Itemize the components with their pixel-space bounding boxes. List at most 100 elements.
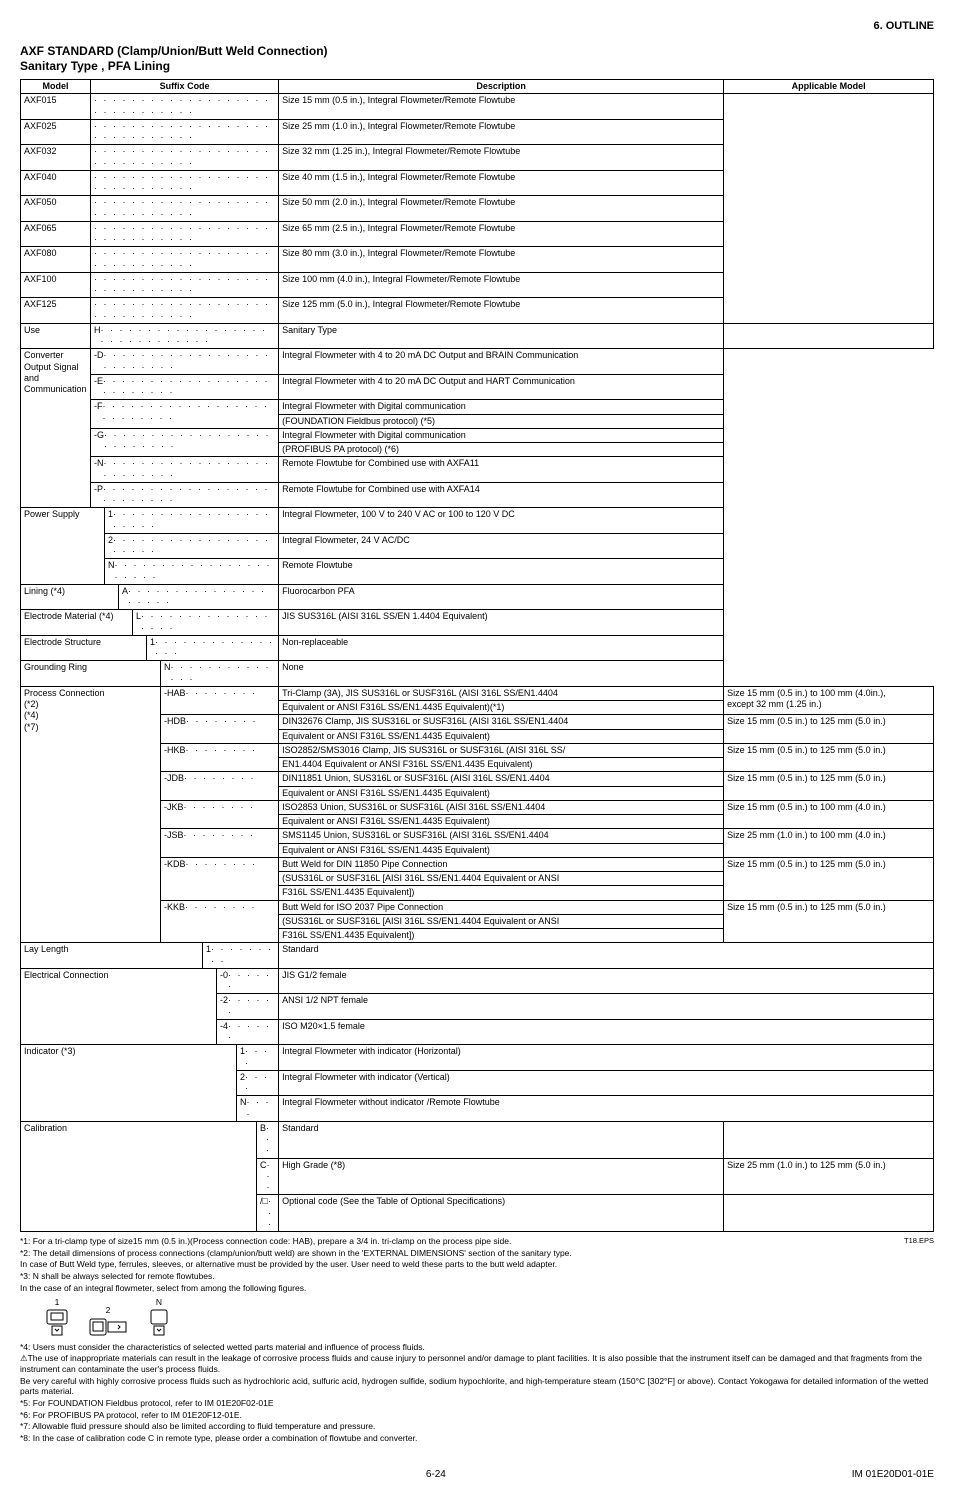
process-desc: DIN11851 Union, SUS316L or SUSF316L (AIS… [279, 772, 724, 786]
elec-conn-label: Electrical Connection [21, 968, 217, 1045]
process-desc: Equivalent or ANSI F316L SS/EN1.4435 Equ… [279, 843, 724, 857]
calibration-app: Size 25 mm (1.0 in.) to 125 mm (5.0 in.) [724, 1158, 934, 1195]
section-header: 6. OUTLINE [20, 20, 934, 32]
model-desc: Size 25 mm (1.0 in.), Integral Flowmeter… [279, 119, 724, 145]
note-2b: In case of Butt Weld type, ferrules, sle… [20, 1259, 934, 1270]
model-code: AXF125 [21, 298, 91, 324]
icon-label-n: N [156, 1297, 162, 1307]
model-desc: Size 65 mm (2.5 in.), Integral Flowmeter… [279, 221, 724, 247]
model-code: AXF025 [21, 119, 91, 145]
converter-desc: Integral Flowmeter with Digital communic… [279, 400, 724, 414]
process-app: Size 15 mm (0.5 in.) to 125 mm (5.0 in.) [724, 715, 934, 744]
indicator-desc: Integral Flowmeter with indicator (Verti… [279, 1070, 934, 1096]
calibration-desc: High Grade (*8) [279, 1158, 724, 1195]
process-desc: ISO2852/SMS3016 Clamp, JIS SUS316L or SU… [279, 743, 724, 757]
model-code: AXF080 [21, 247, 91, 273]
process-label: Process Connection(*2)(*4)(*7) [21, 686, 161, 943]
indicator-icon-2 [88, 1316, 128, 1338]
process-app: Size 15 mm (0.5 in.) to 100 mm (4.0 in.) [724, 800, 934, 829]
calibration-desc: Optional code (See the Table of Optional… [279, 1195, 724, 1232]
note-1: *1: For a tri-clamp type of size15 mm (0… [20, 1236, 934, 1247]
converter-desc: Integral Flowmeter with Digital communic… [279, 428, 724, 442]
process-desc: ISO2853 Union, SUS316L or SUSF316L (AISI… [279, 800, 724, 814]
doc-number: IM 01E20D01-01E [852, 1469, 934, 1480]
process-desc: (SUS316L or SUSF316L [AISI 316L SS/EN1.4… [279, 914, 724, 928]
model-desc: Size 15 mm (0.5 in.), Integral Flowmeter… [279, 94, 724, 120]
note-6: *6: For PROFIBUS PA protocol, refer to I… [20, 1410, 934, 1421]
elec-struct-desc: Non-replaceable [279, 635, 724, 661]
converter-desc: Integral Flowmeter with 4 to 20 mA DC Ou… [279, 349, 724, 375]
note-3: *3: N shall be always selected for remot… [20, 1271, 934, 1282]
model-code: AXF050 [21, 196, 91, 222]
process-app: Size 15 mm (0.5 in.) to 100 mm (4.0in.),… [724, 686, 934, 715]
power-label: Power Supply [21, 508, 105, 585]
process-desc: Equivalent or ANSI F316L SS/EN1.4435 Equ… [279, 786, 724, 800]
note-4b: Be very careful with highly corrosive pr… [20, 1376, 934, 1397]
model-desc: Size 40 mm (1.5 in.), Integral Flowmeter… [279, 170, 724, 196]
note-8: *8: In the case of calibration code C in… [20, 1433, 934, 1444]
indicator-icon-row: 1 2 N [44, 1297, 934, 1338]
process-app: Size 15 mm (0.5 in.) to 125 mm (5.0 in.) [724, 743, 934, 772]
process-desc: SMS1145 Union, SUS316L or SUSF316L (AISI… [279, 829, 724, 843]
footnotes: T18.EPS *1: For a tri-clamp type of size… [20, 1236, 934, 1443]
elec-mat-desc: JIS SUS316L (AISI 316L SS/EN 1.4404 Equi… [279, 610, 724, 636]
model-desc: Size 50 mm (2.0 in.), Integral Flowmeter… [279, 196, 724, 222]
icon-label-1: 1 [55, 1297, 60, 1307]
elec-conn-desc: ANSI 1/2 NPT female [279, 994, 934, 1020]
indicator-label: Indicator (*3) [21, 1045, 237, 1122]
process-desc: Butt Weld for DIN 11850 Pipe Connection [279, 857, 724, 871]
process-app: Size 25 mm (1.0 in.) to 100 mm (4.0 in.) [724, 829, 934, 858]
converter-label: ConverterOutput SignalandCommunication [21, 349, 91, 508]
elec-mat-label: Electrode Material (*4) [21, 610, 133, 636]
model-code: AXF032 [21, 145, 91, 171]
use-desc: Sanitary Type [279, 323, 724, 349]
use-label: Use [21, 323, 91, 349]
lay-desc: Standard [279, 943, 934, 969]
process-desc: Equivalent or ANSI F316L SS/EN1.4435 Equ… [279, 815, 724, 829]
model-code: AXF040 [21, 170, 91, 196]
lining-label: Lining (*4) [21, 584, 119, 610]
indicator-desc: Integral Flowmeter without indicator /Re… [279, 1096, 934, 1122]
note-2: *2: The detail dimensions of process con… [20, 1248, 934, 1259]
note-7: *7: Allowable fluid pressure should also… [20, 1421, 934, 1432]
process-desc: EN1.4404 Equivalent or ANSI F316L SS/EN1… [279, 758, 724, 772]
elec-conn-desc: JIS G1/2 female [279, 968, 934, 994]
spec-table: Model Suffix Code Description Applicable… [20, 79, 934, 1232]
process-desc: F316L SS/EN1.4435 Equivalent]) [279, 886, 724, 900]
process-desc: (SUS316L or SUSF316L [AISI 316L SS/EN1.4… [279, 872, 724, 886]
th-suffix: Suffix Code [91, 80, 279, 94]
converter-desc: Remote Flowtube for Combined use with AX… [279, 457, 724, 483]
converter-desc: (PROFIBUS PA protocol) (*6) [279, 443, 724, 457]
th-desc: Description [279, 80, 724, 94]
model-desc: Size 100 mm (4.0 in.), Integral Flowmete… [279, 272, 724, 298]
page-subtitle: Sanitary Type , PFA Lining [20, 59, 934, 73]
gr-label: Grounding Ring [21, 661, 161, 687]
calibration-app [724, 1195, 934, 1232]
lining-desc: Fluorocarbon PFA [279, 584, 724, 610]
process-desc: Equivalent or ANSI F316L SS/EN1.4435 Equ… [279, 701, 724, 715]
indicator-icon-n [146, 1308, 172, 1338]
calibration-label: Calibration [21, 1121, 257, 1231]
calibration-desc: Standard [279, 1121, 724, 1158]
page-number: 6-24 [426, 1469, 446, 1480]
process-desc: Equivalent or ANSI F316L SS/EN1.4435 Equ… [279, 729, 724, 743]
process-desc: F316L SS/EN1.4435 Equivalent]) [279, 929, 724, 943]
indicator-icon-1 [44, 1308, 70, 1338]
model-code: AXF100 [21, 272, 91, 298]
power-desc: Integral Flowmeter, 100 V to 240 V AC or… [279, 508, 724, 534]
process-app: Size 15 mm (0.5 in.) to 125 mm (5.0 in.) [724, 772, 934, 801]
th-app: Applicable Model [724, 80, 934, 94]
process-desc: Butt Weld for ISO 2037 Pipe Connection [279, 900, 724, 914]
process-app: Size 15 mm (0.5 in.) to 125 mm (5.0 in.) [724, 900, 934, 943]
power-desc: Remote Flowtube [279, 559, 724, 585]
eps-tag: T18.EPS [904, 1236, 934, 1245]
model-desc: Size 80 mm (3.0 in.), Integral Flowmeter… [279, 247, 724, 273]
icon-label-2: 2 [106, 1305, 111, 1315]
elec-conn-desc: ISO M20×1.5 female [279, 1019, 934, 1045]
app-blank [724, 323, 934, 349]
note-5: *5: For FOUNDATION Fieldbus protocol, re… [20, 1398, 934, 1409]
process-desc: DIN32676 Clamp, JIS SUS316L or SUSF316L … [279, 715, 724, 729]
model-code: AXF065 [21, 221, 91, 247]
th-model: Model [21, 80, 91, 94]
process-desc: Tri-Clamp (3A), JIS SUS316L or SUSF316L … [279, 686, 724, 700]
